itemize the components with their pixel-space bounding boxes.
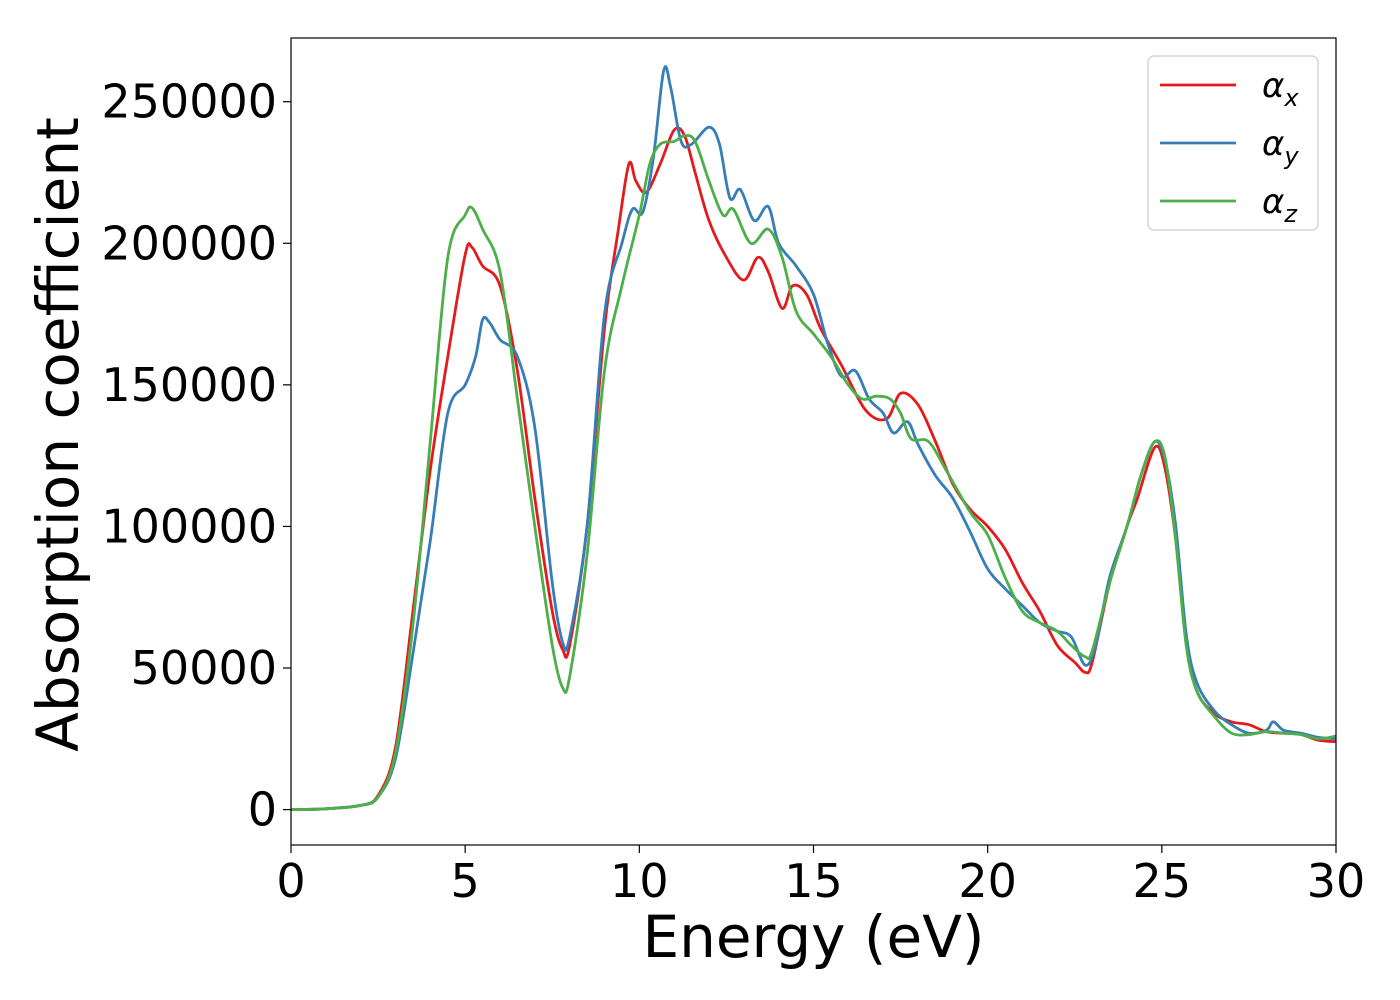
x-tick-label: 30	[1307, 854, 1366, 908]
series-layer	[291, 65, 1336, 811]
y-tick-label: 150000	[101, 358, 277, 412]
legend: αx αy αz	[1147, 55, 1319, 231]
y-axis-title: Absorption coefficient	[24, 117, 92, 752]
series-line-x	[291, 126, 1336, 811]
x-tick-label: 20	[958, 854, 1017, 908]
x-axis: 0 5 10 15 20 25 30	[276, 845, 1365, 908]
x-tick-label: 10	[610, 854, 669, 908]
y-tick-label: 100000	[101, 499, 277, 553]
x-tick-label: 25	[1133, 854, 1192, 908]
x-axis-title: Energy (eV)	[642, 903, 984, 971]
y-tick-label: 0	[248, 783, 277, 837]
legend-label-z: αz	[1262, 182, 1298, 228]
legend-label-x: αx	[1262, 66, 1299, 112]
legend-label-y: αy	[1262, 124, 1299, 170]
y-axis: 0 50000 100000 150000 200000 250000	[101, 75, 291, 837]
y-tick-label: 50000	[131, 641, 277, 695]
x-tick-label: 0	[276, 854, 305, 908]
y-tick-label: 250000	[101, 75, 277, 129]
x-tick-label: 5	[451, 854, 480, 908]
y-tick-label: 200000	[101, 216, 277, 270]
series-line-z	[291, 134, 1336, 811]
x-tick-label: 15	[784, 854, 843, 908]
